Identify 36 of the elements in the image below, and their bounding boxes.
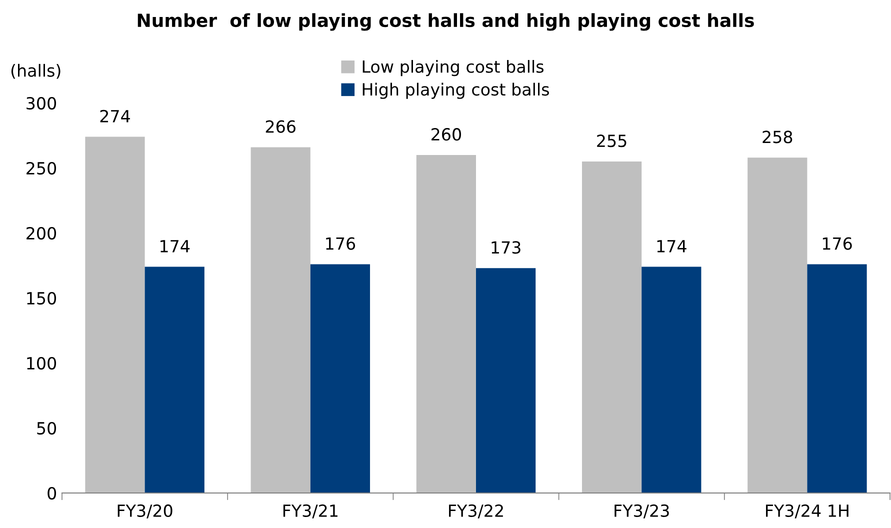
bar [582, 162, 642, 493]
y-tick-label: 0 [48, 486, 56, 500]
bar [310, 264, 370, 493]
bar [642, 266, 702, 493]
y-tick-label: 100 [27, 356, 56, 370]
bar [748, 158, 808, 493]
data-label: 260 [432, 128, 461, 141]
x-tick-label: FY3/24 1H [766, 504, 848, 518]
data-label: 174 [657, 240, 686, 252]
bar [416, 155, 476, 493]
bar [807, 264, 867, 493]
data-label: 258 [762, 130, 792, 144]
y-tick-label: 250 [26, 162, 56, 175]
bar [144, 266, 204, 493]
bar [85, 136, 145, 493]
x-tick-label: FY3/21 [283, 504, 338, 518]
x-tick-label: FY3/23 [614, 504, 669, 518]
bar [250, 147, 310, 493]
data-label: 274 [100, 110, 130, 122]
data-label: 176 [326, 237, 356, 250]
y-tick-label: 300 [26, 96, 56, 110]
data-label: 174 [160, 240, 190, 252]
y-tick-label: 150 [27, 292, 56, 305]
y-axis-title: (halls) [11, 64, 60, 79]
legend-label: Low playing cost balls [362, 60, 544, 76]
x-tick-label: FY3/22 [449, 504, 503, 518]
data-label: 173 [492, 241, 520, 254]
data-label: 176 [822, 237, 852, 250]
x-tick-label: FY3/20 [118, 504, 172, 518]
y-tick-label: 50 [37, 422, 56, 435]
legend-label: High playing cost balls [362, 82, 549, 99]
y-tick-label: 200 [26, 226, 56, 240]
bar [476, 268, 536, 493]
data-label: 266 [266, 120, 296, 133]
chart-title: Number of low playing cost halls and high playing cost halls [138, 13, 754, 31]
data-label: 255 [597, 134, 626, 148]
